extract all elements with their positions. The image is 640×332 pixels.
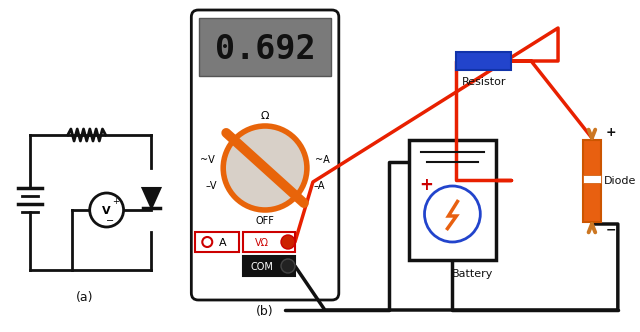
Text: Diode: Diode	[604, 176, 636, 186]
Bar	[195, 232, 239, 252]
Text: VΩ: VΩ	[255, 238, 269, 248]
Text: +: +	[605, 125, 616, 138]
Circle shape	[424, 186, 480, 242]
Circle shape	[223, 126, 307, 210]
Text: ~V: ~V	[200, 155, 214, 165]
Bar	[583, 140, 601, 222]
Circle shape	[281, 259, 295, 273]
Text: +: +	[112, 197, 119, 206]
Circle shape	[281, 235, 295, 249]
Text: −: −	[106, 216, 114, 226]
Text: +: +	[420, 176, 433, 194]
Bar	[243, 232, 295, 252]
Text: 0.692: 0.692	[215, 33, 316, 65]
Circle shape	[202, 237, 212, 247]
Text: OFF: OFF	[255, 216, 275, 226]
Bar	[243, 256, 295, 276]
Text: (b): (b)	[256, 305, 274, 318]
Polygon shape	[143, 188, 161, 208]
Text: COM: COM	[251, 262, 273, 272]
Text: Resistor: Resistor	[461, 77, 506, 87]
Text: Ω: Ω	[261, 111, 269, 121]
Bar	[408, 140, 496, 260]
Circle shape	[90, 193, 124, 227]
Bar	[583, 175, 601, 183]
FancyBboxPatch shape	[191, 10, 339, 300]
Text: Battery: Battery	[452, 269, 493, 279]
Text: A: A	[220, 238, 227, 248]
Text: –V: –V	[205, 181, 217, 191]
Text: (a): (a)	[76, 290, 93, 303]
Text: ~A: ~A	[316, 155, 330, 165]
Bar	[456, 52, 511, 70]
Bar	[199, 18, 331, 76]
Text: −: −	[605, 223, 616, 236]
Text: –A: –A	[313, 181, 324, 191]
Text: V: V	[102, 206, 111, 216]
